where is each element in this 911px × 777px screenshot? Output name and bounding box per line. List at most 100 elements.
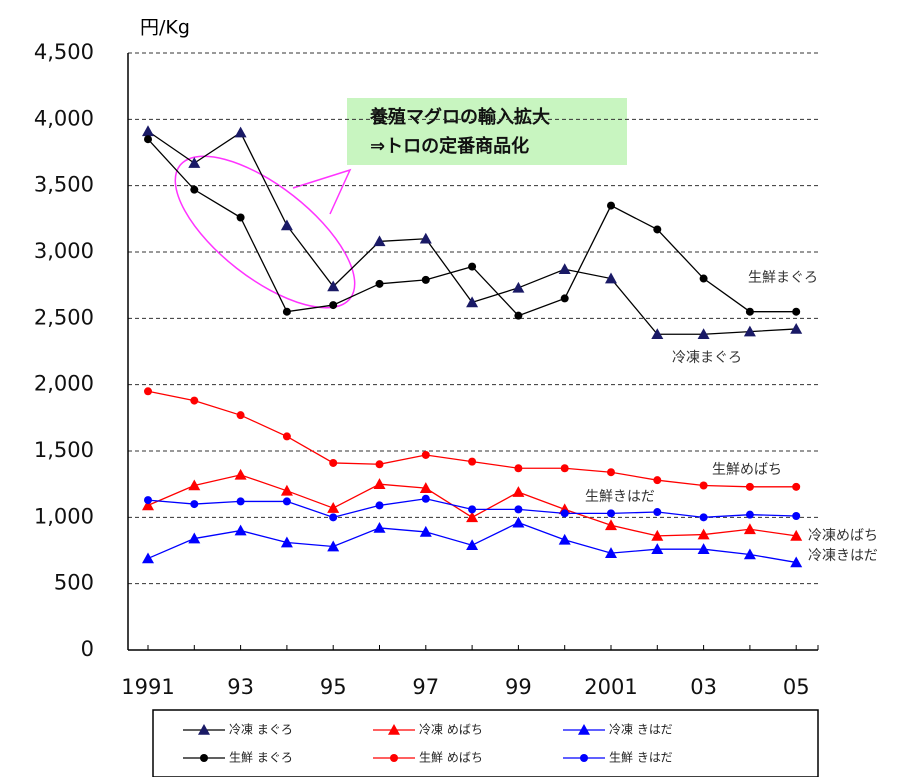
marker [236, 213, 245, 222]
marker [653, 225, 662, 234]
marker [653, 476, 662, 485]
y-tick-label: 2,500 [34, 305, 94, 329]
marker [327, 540, 340, 552]
marker [512, 486, 525, 497]
marker [236, 411, 245, 420]
marker [745, 510, 754, 519]
marker [745, 482, 754, 491]
marker [329, 301, 338, 310]
marker [607, 509, 615, 518]
marker [699, 513, 708, 522]
marker [236, 497, 245, 506]
marker [790, 322, 803, 334]
marker [697, 528, 710, 540]
marker [375, 501, 384, 510]
marker [142, 125, 154, 137]
marker [653, 508, 662, 517]
series-annotation: 冷凍めばち [808, 528, 878, 544]
marker [466, 296, 479, 308]
marker [421, 450, 430, 459]
series-line [147, 390, 797, 488]
marker [144, 496, 152, 505]
legend-label: 冷凍 めばち [419, 723, 483, 737]
marker [580, 754, 588, 762]
marker [743, 523, 756, 535]
marker [743, 325, 756, 337]
marker [373, 235, 386, 247]
x-tick-label: 2001 [584, 675, 637, 699]
marker [792, 482, 801, 491]
marker [373, 521, 386, 533]
y-tick-label: 1,500 [34, 438, 94, 462]
marker [605, 272, 617, 284]
marker [329, 458, 338, 467]
callout-box [347, 98, 627, 165]
legend-label: 生鮮 まぐろ [229, 751, 293, 765]
marker [558, 533, 571, 545]
marker [514, 464, 523, 473]
marker [607, 201, 615, 210]
marker [468, 262, 477, 271]
marker [605, 519, 617, 531]
marker [743, 548, 756, 560]
marker [282, 432, 291, 441]
marker [514, 505, 523, 514]
y-tick-label: 0 [81, 637, 94, 661]
marker [419, 232, 432, 244]
y-tick-label: 500 [54, 571, 94, 595]
marker [512, 516, 525, 528]
marker [560, 509, 569, 518]
marker [790, 529, 803, 541]
marker [188, 479, 201, 491]
marker [198, 724, 210, 735]
marker [421, 494, 430, 503]
legend-box [152, 709, 819, 777]
series-annotation: 生鮮まぐろ [748, 270, 818, 286]
x-tick-label: 05 [783, 675, 810, 699]
marker [142, 499, 154, 511]
marker [468, 457, 477, 466]
marker [699, 481, 708, 490]
marker [651, 328, 664, 340]
marker [282, 307, 291, 316]
marker [142, 552, 154, 564]
marker [514, 311, 523, 320]
marker [234, 126, 247, 138]
marker [560, 294, 569, 303]
marker [190, 396, 199, 405]
marker [558, 263, 571, 275]
x-tick-label: 99 [505, 675, 532, 699]
y-tick-label: 4,000 [34, 106, 94, 130]
y-tick-label: 4,500 [34, 40, 94, 64]
marker [792, 307, 801, 316]
x-tick-label: 95 [320, 675, 347, 699]
marker [188, 532, 201, 544]
marker [388, 724, 400, 735]
marker [190, 185, 199, 194]
legend-label: 冷凍 まぐろ [229, 723, 293, 737]
series-annotation: 生鮮きはだ [585, 489, 655, 505]
marker [327, 280, 340, 292]
callout-text: 養殖マグロの輸入拡大 [369, 106, 550, 128]
marker [282, 497, 291, 506]
marker [375, 279, 384, 288]
marker [560, 464, 569, 473]
marker [468, 505, 477, 514]
marker [373, 478, 386, 489]
x-tick-label: 1991 [121, 675, 174, 699]
marker [697, 328, 710, 340]
legend-label: 冷凍 きはだ [609, 723, 673, 737]
marker [421, 275, 430, 284]
marker [697, 543, 710, 554]
marker [144, 387, 152, 396]
marker [466, 511, 479, 523]
marker [512, 281, 525, 293]
legend-label: 生鮮 めばち [419, 751, 483, 765]
marker [190, 500, 199, 509]
marker [792, 512, 801, 521]
marker [607, 468, 615, 477]
marker [280, 536, 293, 548]
marker [234, 468, 247, 480]
y-tick-label: 2,000 [34, 372, 94, 396]
x-tick-label: 97 [412, 675, 439, 699]
